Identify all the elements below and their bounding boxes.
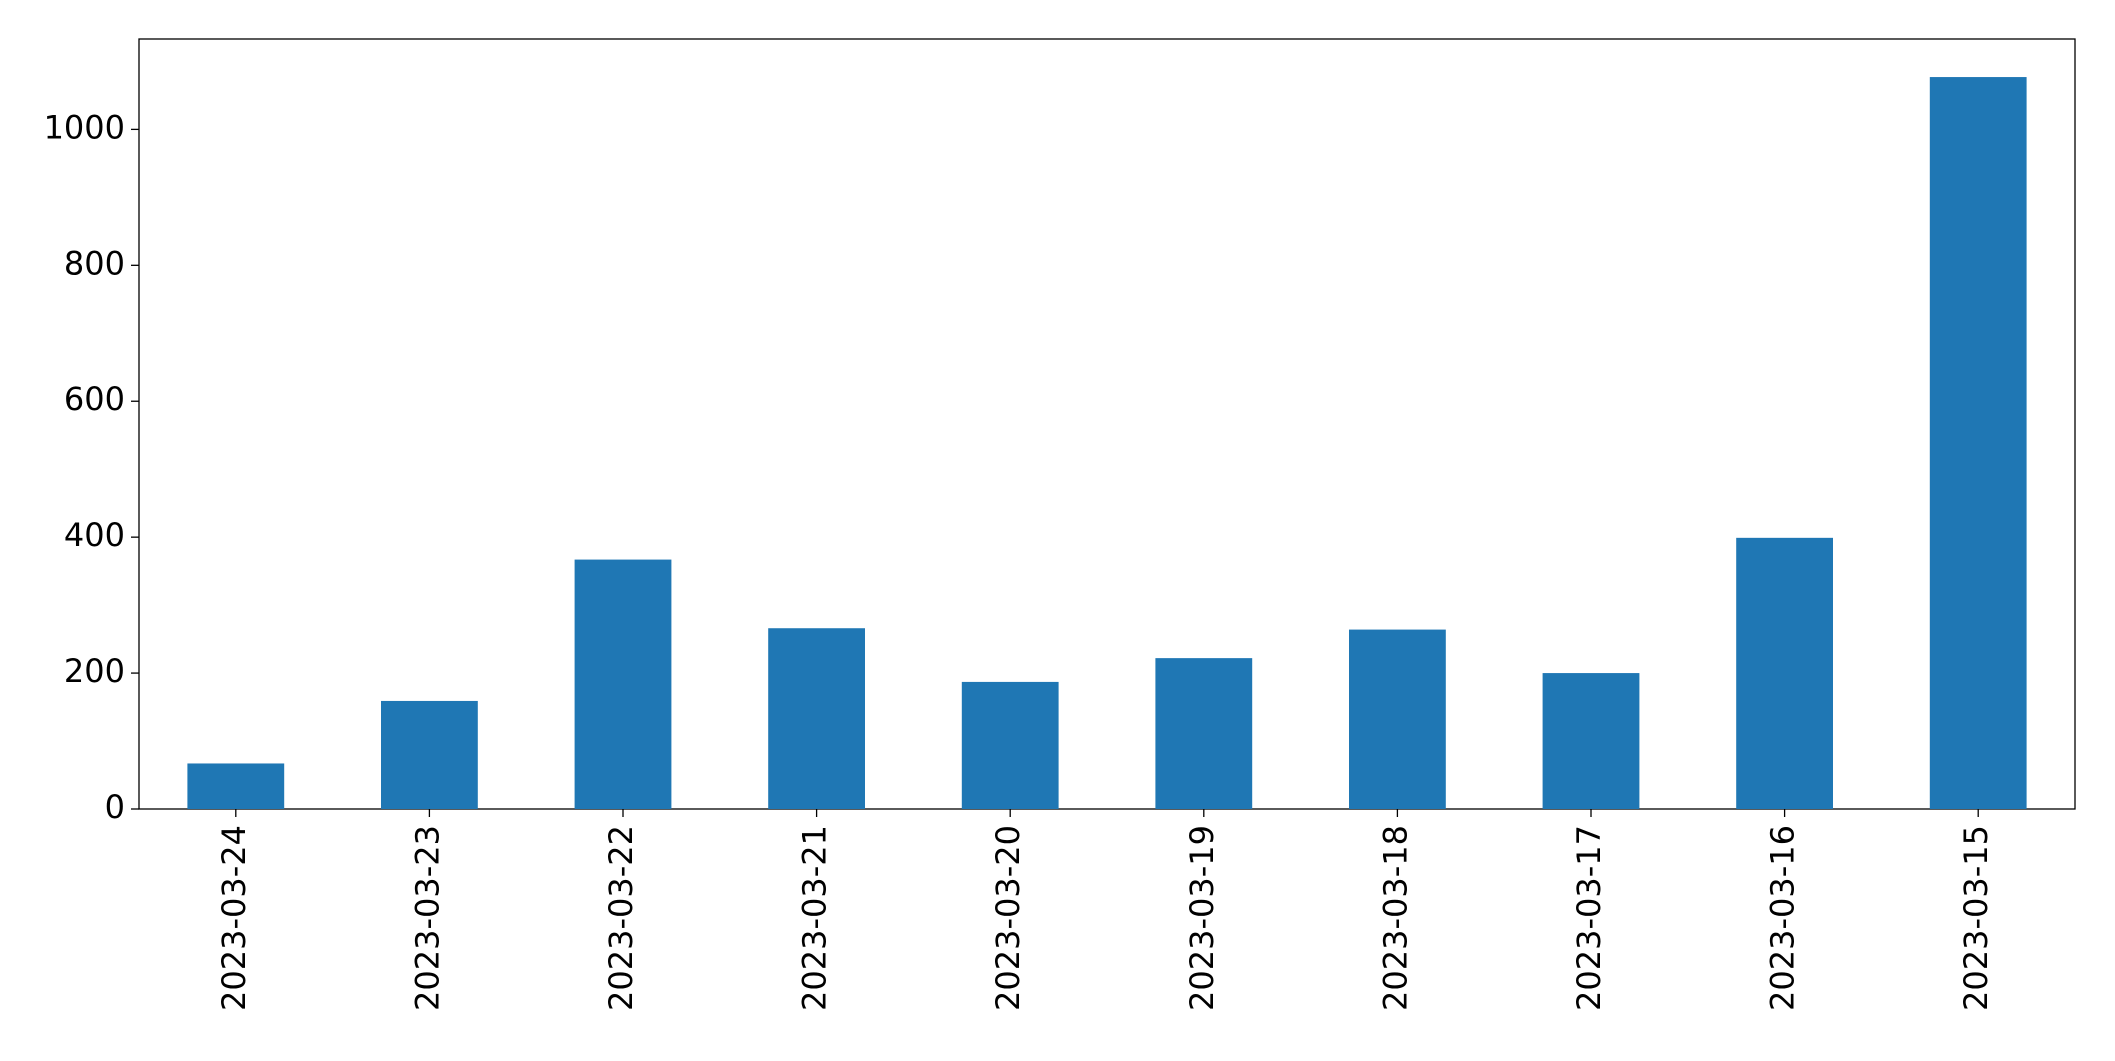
bar	[1736, 537, 1833, 809]
x-tick-label: 2023-03-19	[1183, 825, 1221, 1011]
bar	[574, 559, 672, 809]
bar	[1349, 629, 1446, 809]
bar	[381, 700, 478, 809]
y-tick-label: 400	[64, 516, 125, 554]
bar	[768, 628, 865, 809]
bar	[961, 681, 1059, 809]
x-tick-label: 2023-03-17	[1570, 825, 1608, 1011]
y-tick-label: 600	[64, 380, 125, 418]
x-tick-label: 2023-03-23	[408, 825, 446, 1011]
bar	[1929, 77, 2027, 810]
x-tick-label: 2023-03-20	[989, 825, 1027, 1011]
plot-frame	[138, 38, 2076, 810]
x-tick-label: 2023-03-18	[1376, 825, 1414, 1011]
x-tick-label: 2023-03-24	[215, 825, 253, 1011]
bar	[1542, 673, 1640, 809]
x-tick-label: 2023-03-21	[796, 825, 834, 1011]
y-tick-label: 800	[64, 244, 125, 282]
y-tick-label: 0	[105, 788, 125, 826]
x-tick-label: 2023-03-16	[1764, 825, 1802, 1011]
x-tick-label: 2023-03-22	[602, 825, 640, 1011]
bar	[1155, 658, 1253, 809]
y-tick-label: 200	[64, 652, 125, 690]
x-tick-label: 2023-03-15	[1957, 825, 1995, 1011]
y-tick-label: 1000	[44, 108, 125, 146]
bar	[187, 763, 285, 809]
